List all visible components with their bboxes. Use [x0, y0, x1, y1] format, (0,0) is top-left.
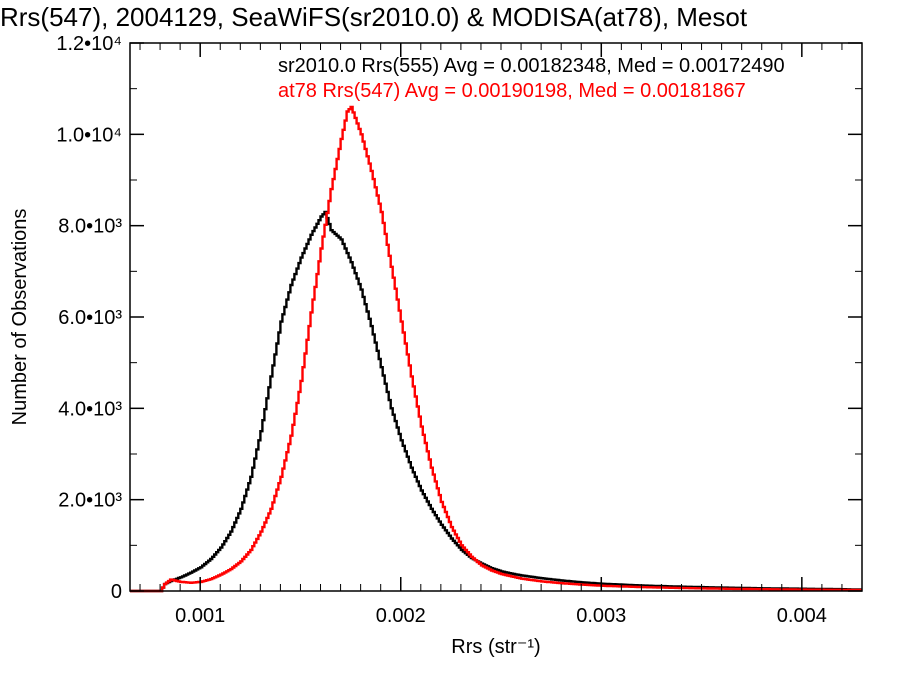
x-tick-label: 0.003 [576, 605, 626, 627]
y-tick-label: 6.0•10³ [58, 307, 122, 329]
y-axis-ticks: 0 2.0•10³ 4.0•10³ 6.0•10³ 8.0•10³ 1.0•10⁴ 1.2•… [56, 33, 862, 603]
y-tick-label: 4.0•10³ [58, 398, 122, 420]
y-tick-label: 8.0•10³ [58, 216, 122, 238]
x-axis-label: Rrs (str⁻¹) [451, 636, 540, 658]
annotation-black: sr2010.0 Rrs(555) Avg = 0.00182348, Med … [278, 55, 785, 77]
y-tick-label: 1.2•10⁴ [56, 33, 122, 55]
y-tick-label: 2.0•10³ [58, 490, 122, 512]
x-tick-label: 0.002 [376, 605, 426, 627]
plot-series [130, 105, 862, 593]
x-axis-ticks: 0.001 0.002 0.003 0.004 [139, 43, 863, 627]
annotation-red: at78 Rrs(547) Avg = 0.00190198, Med = 0.… [278, 80, 746, 102]
series-line-0 [130, 210, 862, 593]
series-line-1 [130, 105, 862, 593]
y-axis-label: Number of Observations [9, 209, 31, 426]
y-tick-label: 1.0•10⁴ [56, 124, 122, 146]
x-tick-label: 0.001 [175, 605, 225, 627]
x-tick-label: 0.004 [777, 605, 827, 627]
y-tick-label: 0 [111, 581, 122, 603]
chart-title: Rrs(547), 2004129, SeaWiFS(sr2010.0) & M… [0, 2, 748, 32]
